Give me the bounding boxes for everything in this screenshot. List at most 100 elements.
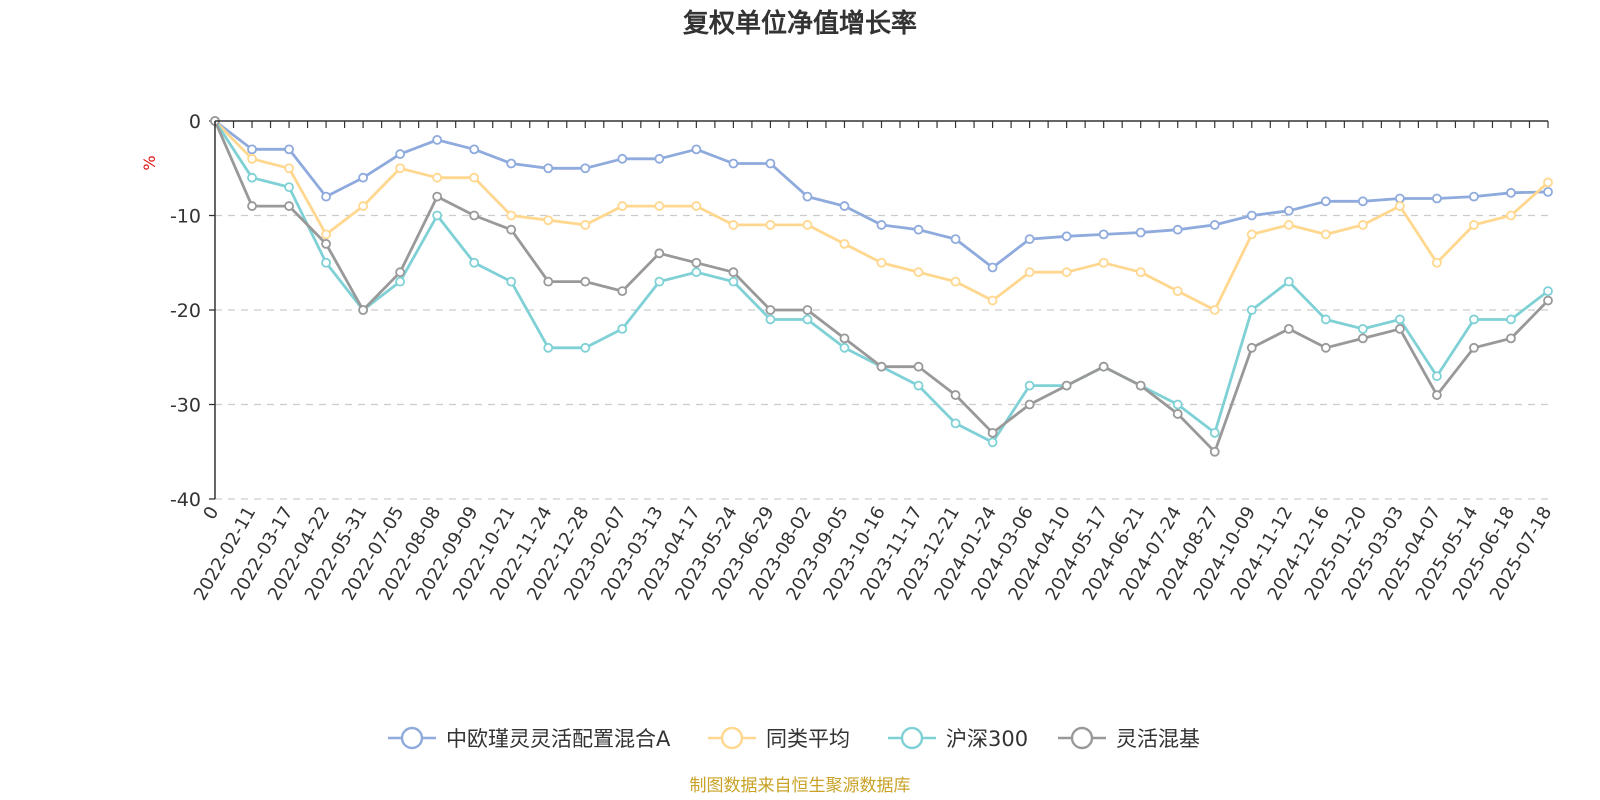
series-point (1172, 399, 1183, 410)
series-point (1394, 314, 1405, 325)
series-point (247, 172, 257, 183)
series-point (1357, 323, 1368, 334)
series-point (950, 418, 961, 429)
series-point (358, 172, 369, 183)
series-point (691, 267, 702, 278)
series-point (395, 267, 406, 278)
y-tick-label: -10 (170, 206, 201, 228)
series-point (247, 201, 257, 211)
y-tick-label: 0 (189, 111, 201, 133)
series-point (506, 224, 517, 235)
series-point (1246, 305, 1257, 315)
series-point (284, 182, 294, 193)
series-point (1283, 276, 1294, 287)
series-point (987, 437, 998, 448)
series-line (214, 119, 1549, 269)
series-point (247, 144, 257, 155)
series-point (1209, 305, 1220, 315)
series-point (617, 286, 628, 297)
series-point (1061, 267, 1072, 278)
series-point (358, 201, 369, 211)
series-point (395, 149, 406, 159)
y-tick-label: -40 (170, 489, 201, 511)
series-point (987, 262, 998, 273)
series-point (284, 201, 294, 211)
axes (214, 120, 1549, 499)
series-point (1246, 229, 1257, 240)
series-point (1024, 380, 1035, 391)
y-tick-label: -30 (170, 395, 201, 417)
series-point (506, 276, 517, 287)
series-point (321, 238, 331, 249)
series-point (876, 220, 887, 230)
series-point (876, 361, 887, 372)
legend-marker (900, 726, 924, 750)
series-point (728, 267, 739, 278)
series-point (395, 276, 406, 287)
legend-label: 沪深300 (946, 727, 1028, 751)
series-point (617, 323, 628, 334)
series-point (284, 144, 294, 155)
series-point (765, 158, 776, 169)
series-point (1172, 286, 1183, 297)
y-axis-unit: % (140, 155, 159, 170)
series-point (1506, 333, 1516, 344)
series-point (1357, 333, 1368, 344)
series-point (728, 276, 739, 287)
series-point (987, 295, 998, 306)
series-point (284, 163, 294, 174)
series-point (950, 390, 961, 400)
series-point (950, 276, 961, 287)
series-point (1320, 196, 1331, 207)
series-point (543, 215, 554, 226)
series-point (1246, 210, 1257, 221)
series-point (1543, 286, 1553, 297)
chart-title: 复权单位净值增长率 (683, 8, 917, 39)
series-point (1543, 177, 1553, 188)
series-point (802, 305, 813, 315)
legend-label: 同类平均 (766, 727, 850, 751)
series-point (543, 276, 554, 287)
series-point (654, 276, 665, 287)
series-point (1172, 409, 1183, 419)
series-point (1543, 295, 1553, 306)
series-point (1283, 205, 1294, 216)
series-line (213, 120, 1549, 444)
data-source-note: 制图数据来自恒生聚源数据库 (690, 776, 911, 796)
series-point (1543, 186, 1553, 197)
series-point (1320, 314, 1331, 325)
series-point (1320, 342, 1331, 353)
series-point (543, 163, 554, 174)
series-point (1506, 210, 1516, 221)
series-point (1506, 314, 1516, 325)
series-point (1432, 193, 1442, 204)
series-point (1283, 323, 1294, 334)
series-point (432, 210, 443, 221)
series-point (321, 191, 331, 202)
series-point (913, 224, 924, 235)
series-point (1469, 342, 1479, 353)
series-point (1061, 231, 1072, 242)
series-point (1432, 257, 1442, 268)
series-point (506, 158, 517, 169)
series-point (691, 257, 702, 268)
series-point (469, 210, 480, 221)
series-point (1098, 257, 1109, 268)
legend[interactable]: 中欧瑾灵灵活配置混合A 同类平均 沪深300 灵活混基 (388, 726, 1200, 751)
series-point (1172, 224, 1183, 235)
legend-marker (720, 726, 744, 750)
series-lines (210, 116, 1553, 457)
series-point (469, 257, 480, 268)
series-point (1209, 220, 1220, 230)
series-point (469, 144, 480, 155)
series-point (1394, 201, 1405, 211)
series-point (1135, 380, 1146, 391)
series-point (1432, 371, 1442, 382)
series-point (1098, 361, 1109, 372)
series-point (1209, 427, 1220, 438)
series-point (1469, 191, 1479, 202)
legend-label: 灵活混基 (1116, 727, 1200, 751)
series-point (1506, 187, 1516, 198)
x-tick-label: 0 (199, 503, 223, 523)
series-point (1024, 267, 1035, 278)
